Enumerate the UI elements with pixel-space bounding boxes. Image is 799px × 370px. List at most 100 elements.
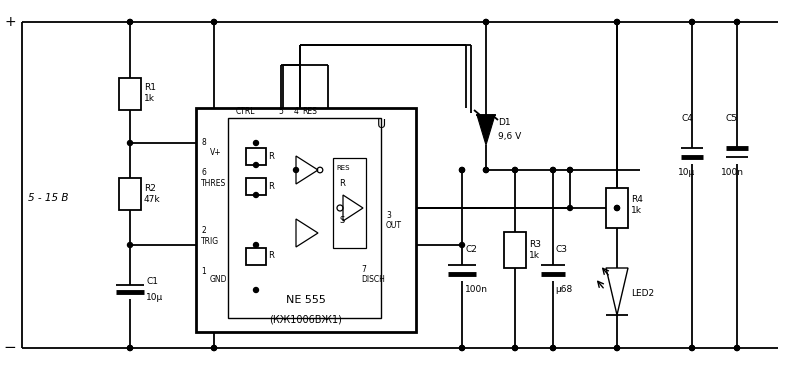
Circle shape (734, 346, 740, 350)
Circle shape (690, 346, 694, 350)
Text: C5: C5 (726, 114, 738, 122)
Bar (119, 178, 141, 210)
Text: S: S (339, 215, 344, 225)
Circle shape (483, 168, 488, 172)
Circle shape (212, 346, 217, 350)
Circle shape (459, 168, 464, 172)
Bar (606, 188, 628, 228)
Circle shape (512, 346, 518, 350)
Circle shape (614, 20, 619, 24)
Text: 6: 6 (201, 168, 206, 176)
Text: C3: C3 (555, 246, 567, 255)
Circle shape (483, 20, 488, 24)
Text: RES: RES (336, 165, 349, 171)
Text: 100n: 100n (721, 168, 744, 176)
Circle shape (253, 192, 259, 198)
Text: TRIG: TRIG (201, 236, 219, 246)
Bar (333, 158, 366, 248)
Text: THRES: THRES (201, 178, 226, 188)
Bar (228, 118, 381, 318)
Text: 2: 2 (201, 225, 206, 235)
Text: (КЖ1006ВЖ1): (КЖ1006ВЖ1) (269, 315, 343, 325)
Text: +: + (4, 15, 16, 29)
Circle shape (212, 346, 217, 350)
Text: GND: GND (210, 276, 228, 285)
Circle shape (293, 168, 299, 172)
Circle shape (567, 205, 573, 211)
Circle shape (459, 242, 464, 248)
Circle shape (551, 346, 555, 350)
Circle shape (512, 168, 518, 172)
Text: R: R (268, 182, 274, 191)
Circle shape (212, 20, 217, 24)
Circle shape (734, 20, 740, 24)
Text: R4
1k: R4 1k (631, 195, 643, 215)
Circle shape (512, 346, 518, 350)
Circle shape (459, 168, 464, 172)
Text: 5 - 15 В: 5 - 15 В (28, 193, 69, 203)
Text: R3
1k: R3 1k (529, 240, 541, 260)
Text: 1: 1 (201, 268, 206, 276)
Text: 7: 7 (361, 266, 366, 275)
Circle shape (128, 141, 133, 145)
Circle shape (551, 346, 555, 350)
Circle shape (128, 346, 133, 350)
Text: C4: C4 (681, 114, 693, 122)
Circle shape (483, 20, 488, 24)
Polygon shape (477, 115, 495, 145)
Circle shape (734, 20, 740, 24)
Text: LED2: LED2 (631, 289, 654, 297)
Circle shape (551, 168, 555, 172)
Circle shape (128, 20, 133, 24)
Bar (246, 148, 266, 165)
Circle shape (459, 346, 464, 350)
Circle shape (128, 20, 133, 24)
Circle shape (690, 346, 694, 350)
Circle shape (128, 242, 133, 248)
Text: NE 555: NE 555 (286, 295, 326, 305)
Text: D1: D1 (498, 118, 511, 127)
Text: OUT: OUT (386, 221, 402, 229)
Circle shape (459, 346, 464, 350)
Text: 4: 4 (293, 107, 299, 115)
Text: R: R (339, 178, 345, 188)
Circle shape (512, 168, 518, 172)
Circle shape (128, 346, 133, 350)
Text: −: − (3, 340, 16, 356)
Text: C2: C2 (465, 246, 477, 255)
Text: R2
47k: R2 47k (144, 184, 161, 204)
Circle shape (734, 346, 740, 350)
Circle shape (253, 242, 259, 248)
Circle shape (614, 20, 619, 24)
Circle shape (253, 141, 259, 145)
Circle shape (567, 168, 573, 172)
Circle shape (253, 287, 259, 293)
Circle shape (614, 346, 619, 350)
Text: CTRL: CTRL (236, 107, 256, 115)
Bar (246, 178, 266, 195)
Circle shape (567, 168, 573, 172)
Text: 3: 3 (386, 211, 391, 219)
Text: DISCH: DISCH (361, 276, 385, 285)
Text: RES: RES (302, 107, 317, 115)
Circle shape (253, 162, 259, 168)
Text: 100n: 100n (465, 286, 488, 295)
Text: C1: C1 (146, 278, 158, 286)
Text: 5: 5 (279, 107, 284, 115)
Bar (504, 232, 526, 268)
Circle shape (551, 168, 555, 172)
Text: R: R (268, 252, 274, 260)
Text: 8: 8 (201, 138, 206, 147)
Text: μ68: μ68 (555, 286, 572, 295)
Text: V+: V+ (210, 148, 221, 157)
Text: 10μ: 10μ (146, 293, 163, 303)
Circle shape (614, 205, 619, 211)
Text: R1
1k: R1 1k (144, 83, 156, 103)
Text: 9,6 V: 9,6 V (498, 131, 521, 141)
Circle shape (483, 168, 488, 172)
Bar (246, 248, 266, 265)
Bar (119, 78, 141, 110)
Text: U: U (376, 118, 386, 131)
Circle shape (212, 20, 217, 24)
Text: R: R (268, 151, 274, 161)
